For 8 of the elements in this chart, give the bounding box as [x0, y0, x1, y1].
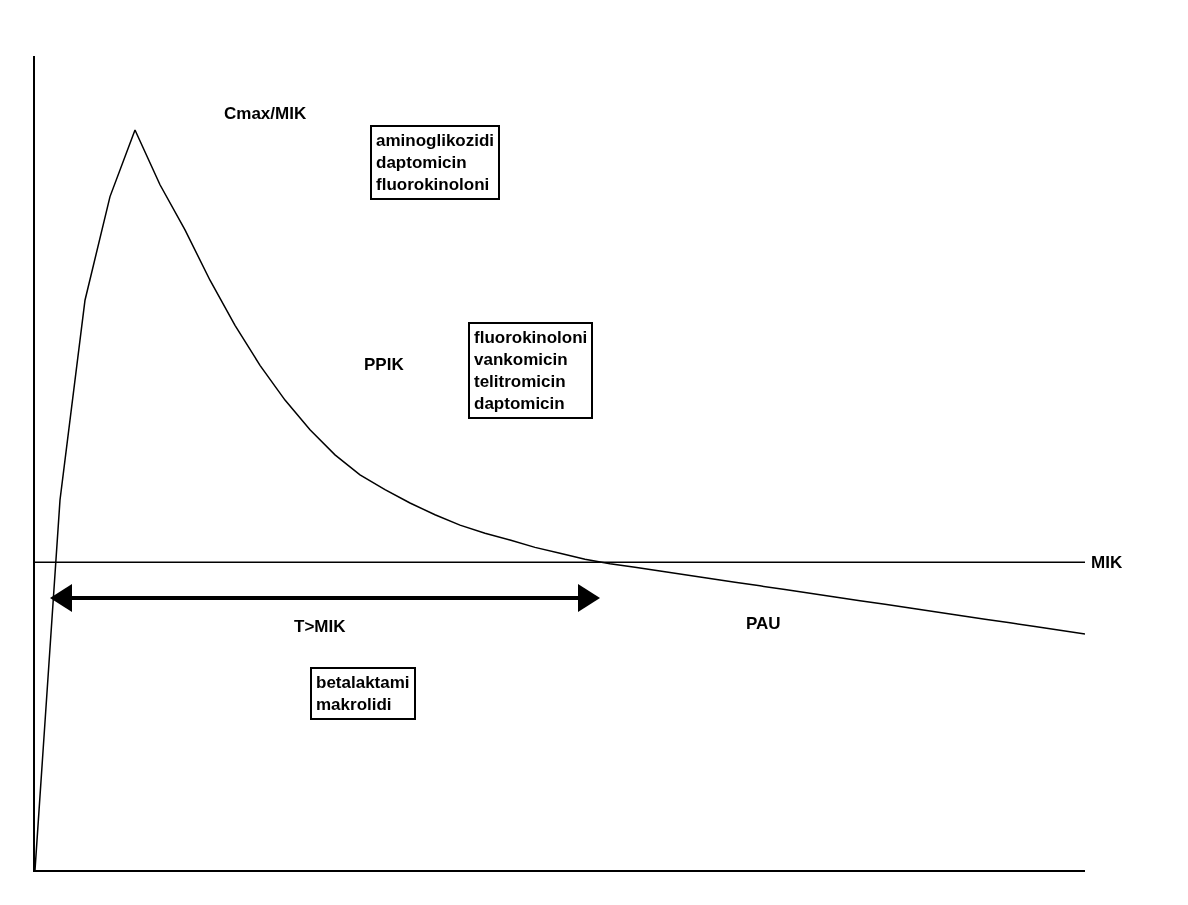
annotation: fluorokinoloni vankomicin telitromicin daptomicin — [474, 328, 588, 414]
annotation: PAU — [746, 614, 781, 633]
annotation: T>MIK — [294, 617, 347, 636]
annotation: PPIK — [364, 355, 405, 374]
annotation: betalaktami makrolidi — [316, 673, 410, 715]
text: Cmax/MIK — [224, 104, 307, 123]
ref-line-label: MIK — [1091, 553, 1123, 572]
annotation: aminoglikozidi daptomicin fluorokinoloni — [376, 131, 495, 195]
